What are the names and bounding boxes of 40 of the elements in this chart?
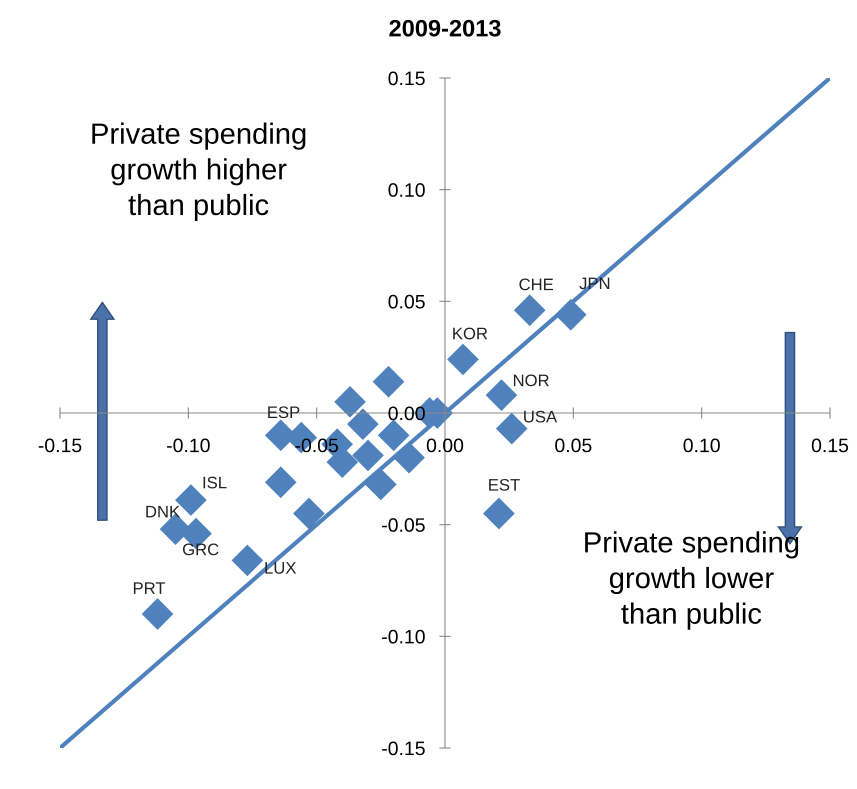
annotation: ESP (268, 406, 300, 418)
point (293, 498, 325, 530)
point (365, 468, 397, 500)
point (232, 544, 264, 576)
y-tick-label: -0.10 (382, 630, 425, 644)
annotation: CHE (519, 278, 554, 290)
annotation: Private spending growth higher than public (92, 122, 306, 222)
point (514, 294, 546, 326)
y-tick-label: -0.05 (382, 518, 425, 532)
annotation: USA (524, 410, 558, 423)
x-tick-label: -0.10 (167, 438, 210, 452)
annotation: PRT (134, 582, 166, 594)
annotation: DNK (146, 506, 180, 518)
y-tick-label: 0.00 (388, 406, 425, 420)
point (554, 298, 587, 331)
annotation: Private spending growth lower than public (585, 531, 798, 630)
y-tick-label: 0.15 (388, 71, 425, 86)
point (372, 366, 404, 398)
point (347, 408, 379, 440)
point (352, 440, 384, 472)
chart-title: 2009-2013 (389, 20, 501, 37)
x-tick-label: 0.10 (684, 438, 720, 452)
x-tick-label: 0.15 (812, 438, 848, 452)
annotation: NOR (514, 374, 549, 386)
point (334, 386, 366, 418)
point (483, 498, 515, 530)
point (264, 466, 297, 498)
y-tick-label: 0.10 (388, 183, 425, 197)
y-tick-label: -0.15 (382, 741, 425, 756)
annotation: ISL (204, 476, 226, 488)
annotation: GRC (182, 544, 219, 556)
x-tick-label: 0.05 (555, 438, 592, 452)
y-tick-label: 0.05 (388, 294, 425, 309)
point (378, 420, 410, 452)
annotation: EST (489, 478, 520, 491)
x-tick-label: 0.00 (426, 438, 464, 452)
point (142, 598, 174, 630)
point (447, 344, 479, 376)
annotation: KOR (453, 328, 488, 340)
x-tick-label: -0.15 (38, 438, 82, 452)
